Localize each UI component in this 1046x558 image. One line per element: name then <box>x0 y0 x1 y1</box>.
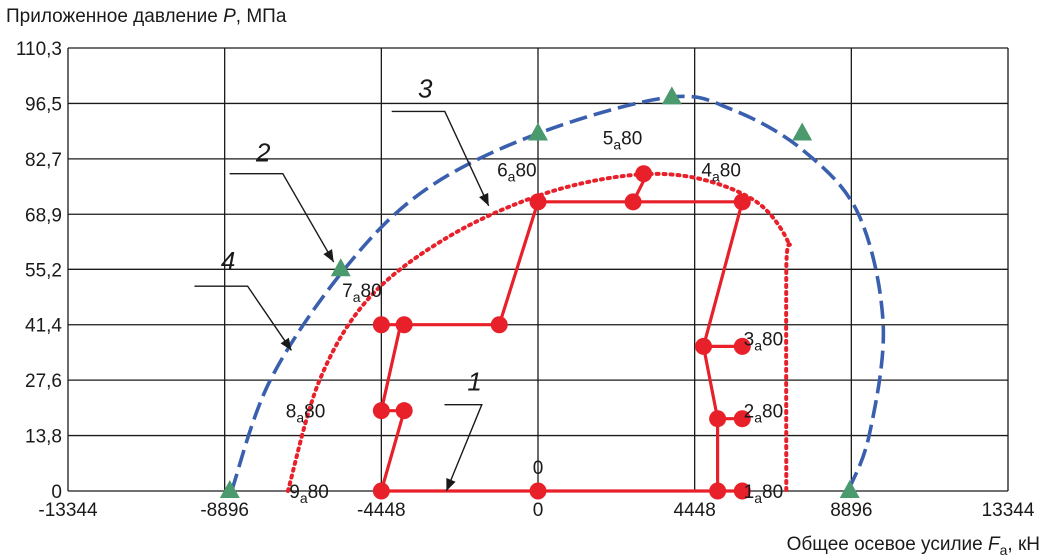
point-test_path-0 <box>372 482 390 500</box>
point-test_path-10 <box>635 165 653 183</box>
x-tick-label-6: 13344 <box>982 500 1035 521</box>
point-test_path-5 <box>733 410 751 428</box>
point-labels: 1a80 2a80 3a80 4a80 5a80 6a80 7a80 8a80 9a80 0 <box>286 129 783 506</box>
series-layer <box>229 94 886 493</box>
point-test_path-7 <box>733 337 751 355</box>
point-label-7: 8a80 <box>286 402 326 426</box>
point-test_path-12 <box>490 316 508 334</box>
y-tick-label-7: 96,5 <box>25 94 62 115</box>
x-tick-label-0: -13344 <box>38 500 98 521</box>
markers-layer <box>219 86 860 500</box>
grid <box>67 47 1009 492</box>
point-test_path-9 <box>624 193 642 211</box>
point-test_path-3 <box>733 482 751 500</box>
callouts: 1 2 3 4 <box>194 73 490 492</box>
callout-label-3: 3 <box>418 73 433 103</box>
point-label-5: 6a80 <box>497 161 537 185</box>
point-test_path-13 <box>395 316 413 334</box>
y-tick-label-2: 27,6 <box>25 371 62 392</box>
triangle-marker-2 <box>528 122 548 141</box>
x-axis-title: Общее осевое усилие Fa, кН <box>787 534 1040 558</box>
point-test_path-14 <box>372 316 390 334</box>
point-test_path-1 <box>529 482 547 500</box>
callout-leader-1 <box>444 403 483 492</box>
callout-arrowhead-3 <box>479 192 489 206</box>
point-label-0: 1a80 <box>744 482 784 506</box>
point-test_path-15 <box>372 402 390 420</box>
x-tick-label-4: 4448 <box>674 500 716 521</box>
point-label-3: 4a80 <box>701 161 741 185</box>
y-tick-label-6: 82,7 <box>25 150 62 171</box>
x-tick-label-2: -4448 <box>357 500 406 521</box>
callout-leader-2 <box>229 173 335 263</box>
point-test_path-8 <box>733 193 751 211</box>
callout-label-1: 1 <box>467 367 481 397</box>
y-tick-label-5: 68,9 <box>25 205 62 226</box>
callout-label-4: 4 <box>221 246 235 276</box>
point-label-2: 3a80 <box>744 329 784 353</box>
point-label-4: 5a80 <box>603 129 643 153</box>
triangle-marker-1 <box>330 258 351 277</box>
triangle-marker-0 <box>219 480 240 498</box>
point-label-6: 7a80 <box>342 281 382 305</box>
x-tick-label-1: -8896 <box>200 500 249 521</box>
y-tick-label-1: 13,8 <box>25 427 62 448</box>
point-test_path-16 <box>395 402 413 420</box>
callout-leader-4 <box>194 285 293 351</box>
y-tick-label-4: 55,2 <box>25 260 62 281</box>
triangle-marker-5 <box>839 480 860 498</box>
point-test_path-6 <box>695 337 713 355</box>
callout-label-2: 2 <box>255 138 271 168</box>
point-test_path-4 <box>709 410 727 428</box>
point-label-1: 2a80 <box>744 402 784 426</box>
point-label-8: 9a80 <box>289 482 329 506</box>
point-test_path-11 <box>529 193 547 211</box>
x-tick-labels: -13344 -8896 -4448 0 4448 8896 13344 <box>38 500 1034 521</box>
triangle-marker-3 <box>661 86 682 105</box>
series-test_path <box>379 172 744 493</box>
callout-arrowhead-2 <box>323 249 334 263</box>
series-limit_dotted <box>285 171 792 493</box>
y-axis-title: Приложенное давление P, МПа <box>6 6 287 27</box>
x-tick-label-5: 8896 <box>830 500 872 521</box>
point-test_path-2 <box>709 482 727 500</box>
callout-leader-3 <box>391 110 490 207</box>
point-label-9: 0 <box>533 458 544 479</box>
triangle-marker-4 <box>792 122 813 141</box>
y-tick-label-3: 41,4 <box>25 316 62 337</box>
y-tick-labels: 0 13,8 27,6 41,4 55,2 68,9 82,7 96,5 110,3 <box>16 39 63 503</box>
callout-arrowhead-1 <box>446 478 456 491</box>
x-tick-label-3: 0 <box>533 500 544 521</box>
y-tick-label-8: 110,3 <box>16 39 62 60</box>
y-tick-label-0: 0 <box>51 482 62 503</box>
callout-arrowhead-4 <box>280 337 292 351</box>
